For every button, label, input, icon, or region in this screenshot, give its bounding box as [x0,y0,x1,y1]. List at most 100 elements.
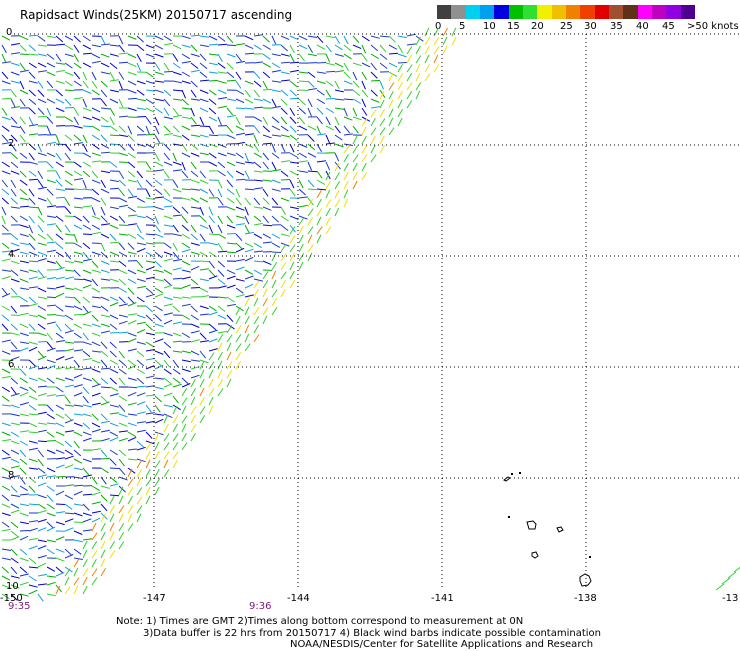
wind-barb [38,36,45,41]
wind-barb [38,45,47,46]
wind-barb [326,190,330,198]
wind-barb [317,190,321,198]
wind-barb [11,99,15,107]
wind-barb [200,279,209,281]
wind-barb [29,270,38,272]
wind-barb [38,54,47,56]
wind-barb [281,45,288,51]
wind-barb [182,216,188,223]
wind-barb [155,351,163,354]
wind-barb [83,171,90,177]
wind-barb [20,450,26,457]
wind-barb [20,297,28,302]
wind-barb [11,504,19,508]
wind-barb [101,234,109,238]
wind-barb [137,469,142,477]
wind-barb [389,53,398,54]
wind-barb [164,99,170,106]
wind-barb [56,189,65,191]
wind-barb [128,207,136,212]
wind-barb [83,342,92,345]
wind-barb [191,125,200,126]
wind-barb [101,378,108,384]
wind-barb [416,46,420,54]
wind-barb [290,180,294,188]
wind-barb [209,362,214,369]
wind-barb [92,324,101,327]
wind-barb [236,153,243,158]
wind-barb [128,196,137,198]
wind-barb [83,180,86,188]
wind-barb [173,180,178,188]
wind-barb [227,276,236,279]
wind-barb [56,171,60,179]
wind-barb [191,135,200,137]
wind-barb [344,172,348,180]
wind-barb [83,459,92,462]
wind-barb [101,450,107,457]
wind-barb [29,304,38,306]
wind-barb [254,45,262,50]
wind-barb [47,576,56,577]
wind-barb [173,322,182,324]
wind-barb [128,303,136,307]
wind-barb [182,369,191,372]
wind-barb [56,267,65,270]
wind-barb [281,272,286,279]
wind-barb [191,234,198,240]
wind-barb [155,461,160,468]
wind-barb [92,518,100,522]
wind-barb [110,297,118,301]
wind-barb [92,429,101,432]
wind-barb [56,54,61,61]
wind-barb [416,73,420,81]
wind-barb [65,349,74,351]
wind-barb [254,107,263,108]
wind-barb [173,369,180,374]
wind-barb [155,294,163,297]
wind-barb [353,126,359,133]
wind-barb [218,198,223,205]
wind-barb [281,135,290,137]
wind-barb [119,36,123,44]
wind-barb [335,135,342,140]
wind-barb [128,81,136,85]
wind-barb [218,343,222,351]
wind-barb [11,72,19,75]
wind-barb [119,45,125,52]
wind-barb [101,54,109,57]
wind-barb [263,135,272,138]
wind-barb [38,116,47,117]
wind-barb [74,468,83,470]
wind-barb [83,468,89,475]
wind-barb [11,107,20,108]
wind-barb [263,36,270,42]
wind-barb [416,91,420,99]
wind-barb [155,365,163,369]
wind-barb [200,207,204,215]
wind-barb [83,225,91,230]
wind-barb [173,396,179,403]
wind-barb [137,441,144,447]
wind-barb [227,207,235,210]
wind-barb [191,90,196,97]
wind-barb [65,357,74,360]
wind-barb [101,198,106,206]
wind-barb [362,45,366,53]
island-outline [589,556,591,558]
wind-barb [11,342,17,349]
wind-barb [146,487,150,495]
wind-barb [110,459,116,465]
wind-barb [128,314,137,315]
wind-barb [11,486,17,492]
wind-barb [155,81,164,82]
wind-barb [65,198,70,206]
wind-barb [218,243,223,251]
wind-barb [209,63,218,65]
wind-barb [344,154,349,162]
wind-barb [218,44,227,45]
wind-barb [92,161,101,162]
wind-barb [137,216,146,218]
wind-barb [137,369,145,374]
wind-barb [110,279,119,282]
